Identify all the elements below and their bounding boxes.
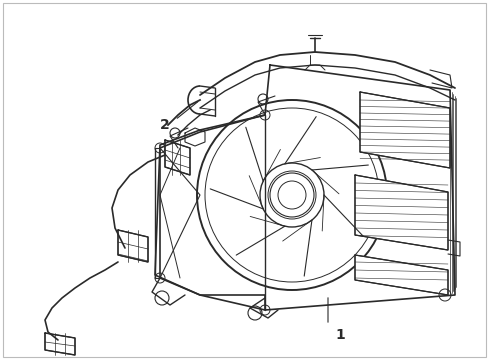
Polygon shape [359,92,449,168]
Polygon shape [45,333,75,355]
Polygon shape [164,140,190,175]
Polygon shape [118,230,148,262]
Polygon shape [354,255,447,295]
Polygon shape [354,175,447,250]
Text: 1: 1 [334,328,344,342]
Text: 2: 2 [160,118,169,132]
